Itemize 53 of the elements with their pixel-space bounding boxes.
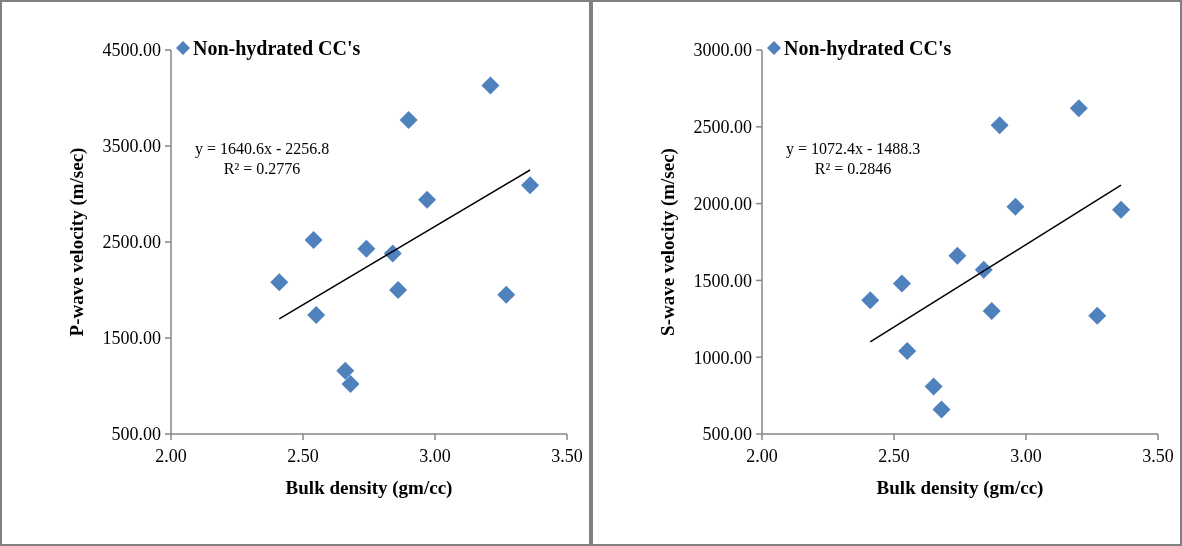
y-tick-label: 3500.00 bbox=[102, 136, 161, 157]
point bbox=[1006, 197, 1025, 216]
x-tick-label: 2.00 bbox=[155, 446, 187, 466]
legend-label: Non-hydrated CC's bbox=[193, 37, 361, 60]
annotation: R² = 0.2776 bbox=[223, 159, 301, 177]
x-axis-title: Bulk density (gm/cc) bbox=[285, 477, 453, 499]
point bbox=[1088, 306, 1107, 325]
point bbox=[898, 342, 917, 361]
x-tick-label: 3.00 bbox=[1010, 446, 1042, 466]
y-tick-label: 1500.00 bbox=[102, 328, 161, 349]
y-tick-label: 4500.00 bbox=[102, 40, 161, 61]
point bbox=[982, 302, 1001, 321]
point bbox=[861, 291, 880, 310]
point bbox=[357, 239, 376, 258]
legend-label: Non-hydrated CC's bbox=[784, 37, 952, 60]
point bbox=[990, 116, 1009, 135]
x-tick-label: 3.50 bbox=[551, 446, 583, 466]
point bbox=[481, 76, 500, 95]
point bbox=[418, 190, 437, 209]
y-tick-label: 1000.00 bbox=[693, 347, 752, 368]
point bbox=[1112, 200, 1131, 219]
point bbox=[521, 176, 540, 195]
point bbox=[336, 361, 355, 380]
y-tick-label: 2500.00 bbox=[693, 117, 752, 138]
point bbox=[304, 231, 323, 250]
y-tick-label: 2000.00 bbox=[693, 193, 752, 214]
point bbox=[270, 273, 289, 292]
point bbox=[924, 377, 943, 396]
point bbox=[948, 246, 967, 265]
x-axis-title: Bulk density (gm/cc) bbox=[876, 477, 1044, 499]
x-tick-label: 2.50 bbox=[287, 446, 319, 466]
y-tick-label: 2500.00 bbox=[102, 232, 161, 253]
x-tick-label: 3.50 bbox=[1142, 446, 1174, 466]
annotation: y = 1072.4x - 1488.3 bbox=[785, 139, 921, 158]
point bbox=[307, 305, 326, 324]
x-tick-label: 3.00 bbox=[419, 446, 451, 466]
y-tick-label: 1500.00 bbox=[693, 270, 752, 291]
point bbox=[497, 285, 516, 304]
point bbox=[1069, 99, 1088, 118]
x-tick-label: 2.50 bbox=[878, 446, 910, 466]
annotation: R² = 0.2846 bbox=[814, 159, 892, 177]
y-tick-label: 3000.00 bbox=[693, 40, 752, 61]
y-axis-title: P-wave velocity (m/sec) bbox=[66, 147, 88, 337]
annotation: y = 1640.6x - 2256.8 bbox=[194, 139, 330, 158]
point bbox=[341, 375, 360, 394]
point bbox=[892, 274, 911, 293]
point bbox=[389, 281, 408, 299]
point bbox=[399, 111, 418, 130]
y-tick-label: 500.00 bbox=[111, 424, 161, 445]
point bbox=[932, 400, 951, 419]
y-axis-title: S-wave velocity (m/sec) bbox=[657, 148, 679, 336]
y-tick-label: 500.00 bbox=[702, 424, 752, 445]
x-tick-label: 2.00 bbox=[746, 446, 778, 466]
